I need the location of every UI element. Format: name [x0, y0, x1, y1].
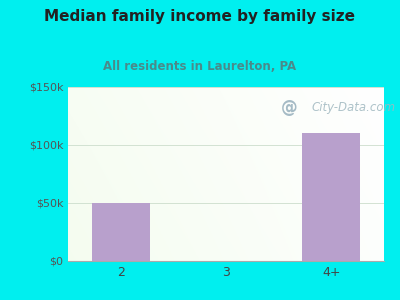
Text: @: @	[281, 99, 298, 117]
Bar	[302, 134, 360, 261]
Text: All residents in Laurelton, PA: All residents in Laurelton, PA	[104, 60, 296, 73]
Bar	[92, 203, 150, 261]
Text: Median family income by family size: Median family income by family size	[44, 9, 356, 24]
Text: City-Data.com: City-Data.com	[311, 101, 396, 114]
